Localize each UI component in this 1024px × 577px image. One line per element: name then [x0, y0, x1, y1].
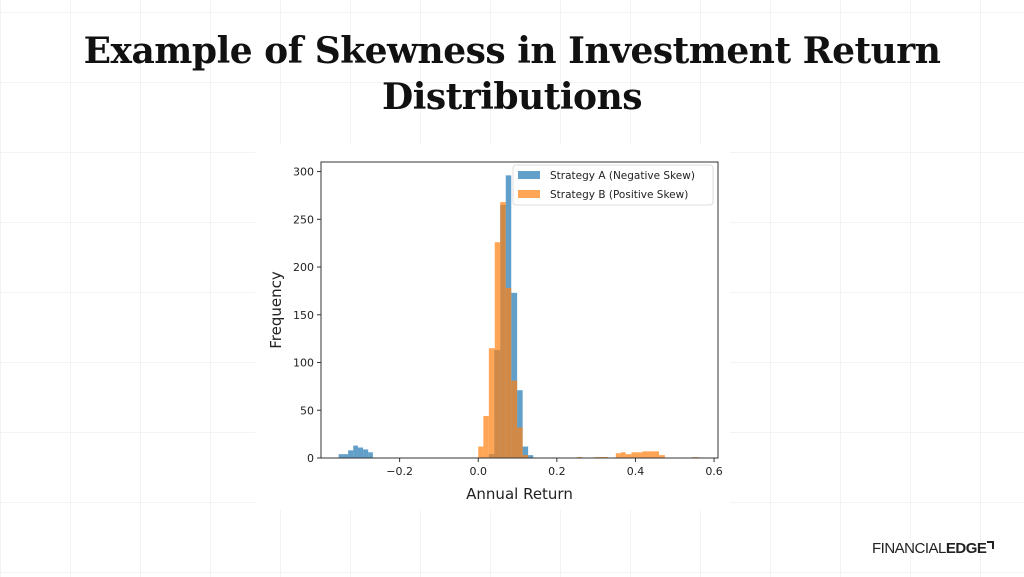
- financial-edge-logo: FINANCIALEDGE: [872, 540, 995, 557]
- bar-series-0: [517, 390, 523, 458]
- y-tick-label: 50: [300, 404, 314, 417]
- bar-series-1: [483, 415, 489, 458]
- bar-series-0: [348, 450, 354, 458]
- x-tick-label: 0.4: [627, 465, 645, 478]
- x-tick-label: 0.6: [705, 465, 723, 478]
- bar-series-0: [338, 454, 344, 458]
- histogram-chart: −0.2 0.0 0.2 0.4 0.6 0 50 100 150 200 250 300 Annua…: [255, 145, 730, 510]
- bar-series-0: [511, 292, 518, 458]
- bar-series-1: [505, 288, 512, 458]
- logo-corner-mark-icon: [987, 541, 995, 549]
- legend-box: [512, 164, 714, 206]
- bar-series-1: [615, 453, 621, 458]
- bar-series-0: [353, 445, 358, 458]
- y-tick-label: 200: [293, 261, 314, 274]
- bar-series-0: [363, 449, 369, 458]
- y-axis-label: Frequency: [267, 271, 285, 349]
- x-tick-label: 0.2: [548, 465, 566, 478]
- x-axis-label: Annual Return: [466, 485, 573, 503]
- logo-text-light: FINANCIAL: [872, 540, 946, 557]
- bar-series-1: [522, 455, 529, 458]
- ticks-layer: −0.2 0.0 0.2 0.4 0.6 0 50 100 150 200 250 300: [293, 166, 723, 478]
- x-tick-label: 0.0: [469, 465, 487, 478]
- bar-series-0: [522, 446, 529, 458]
- legend-label: Strategy A (Negative Skew): [550, 170, 695, 182]
- y-tick-label: 150: [293, 309, 314, 322]
- legend-swatch: [518, 171, 540, 179]
- bar-series-1: [494, 242, 501, 458]
- legend-swatch: [518, 190, 540, 198]
- plot-frame: [320, 161, 719, 459]
- bar-series-1: [517, 427, 523, 458]
- legend-label: Strategy B (Positive Skew): [550, 189, 688, 201]
- bar-series-1: [625, 454, 632, 458]
- bar-series-1: [500, 202, 506, 458]
- bar-series-1: [631, 452, 643, 458]
- y-tick-label: 0: [307, 452, 314, 465]
- x-tick-label: −0.2: [386, 465, 413, 478]
- y-tick-label: 250: [293, 213, 314, 226]
- bar-series-0: [368, 452, 373, 458]
- slide-title: Example of Skewness in Investment Return…: [83, 30, 941, 118]
- legend: Strategy A (Negative Skew) Strategy B (Po…: [512, 164, 714, 206]
- bar-series-1: [511, 380, 518, 458]
- bar-series-1: [659, 455, 665, 458]
- bar-series-1: [620, 452, 626, 458]
- y-tick-label: 300: [293, 166, 314, 179]
- bar-series-1: [488, 348, 495, 458]
- bar-series-0: [528, 455, 534, 458]
- logo-text-bold: EDGE: [945, 540, 987, 557]
- bar-series-0: [357, 447, 364, 458]
- bar-series-1: [478, 446, 484, 458]
- bar-series-1: [642, 451, 660, 458]
- bars-layer: [338, 175, 699, 458]
- bar-series-0: [343, 454, 349, 458]
- y-tick-label: 100: [293, 357, 314, 370]
